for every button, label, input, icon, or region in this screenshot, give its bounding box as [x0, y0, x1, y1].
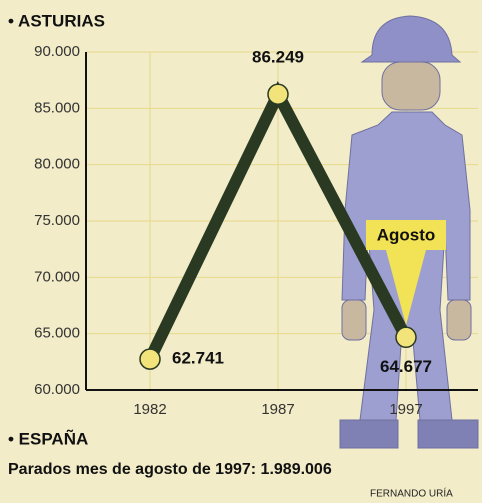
credit: FERNANDO URÍA: [370, 487, 453, 500]
y-tick-label: 90.000: [34, 43, 80, 60]
annotation: Agosto: [377, 225, 436, 244]
point: [267, 83, 289, 106]
y-tick-label: 85.000: [34, 99, 80, 116]
y-tick-label: 60.000: [34, 381, 80, 398]
value-label: 64.677: [380, 357, 432, 376]
value-label: 86.249: [252, 48, 304, 67]
x-tick-label: 1997: [389, 401, 422, 418]
x-tick-label: 1987: [261, 401, 294, 418]
section-title: • ESPAÑA: [8, 428, 88, 448]
y-tick-label: 80.000: [34, 156, 80, 173]
x-tick-label: 1982: [133, 401, 166, 418]
value-label: 62.741: [172, 349, 224, 368]
y-tick-label: 65.000: [34, 325, 80, 342]
point: [395, 326, 417, 349]
note: Parados mes de agosto de 1997: 1.989.006: [8, 461, 332, 478]
annotation-box: [366, 220, 446, 250]
y-tick-label: 75.000: [34, 212, 80, 229]
annotation-pointer: [386, 250, 426, 326]
y-tick-label: 70.000: [34, 268, 80, 285]
chart-title: • ASTURIAS: [8, 11, 105, 30]
point: [139, 348, 161, 370]
